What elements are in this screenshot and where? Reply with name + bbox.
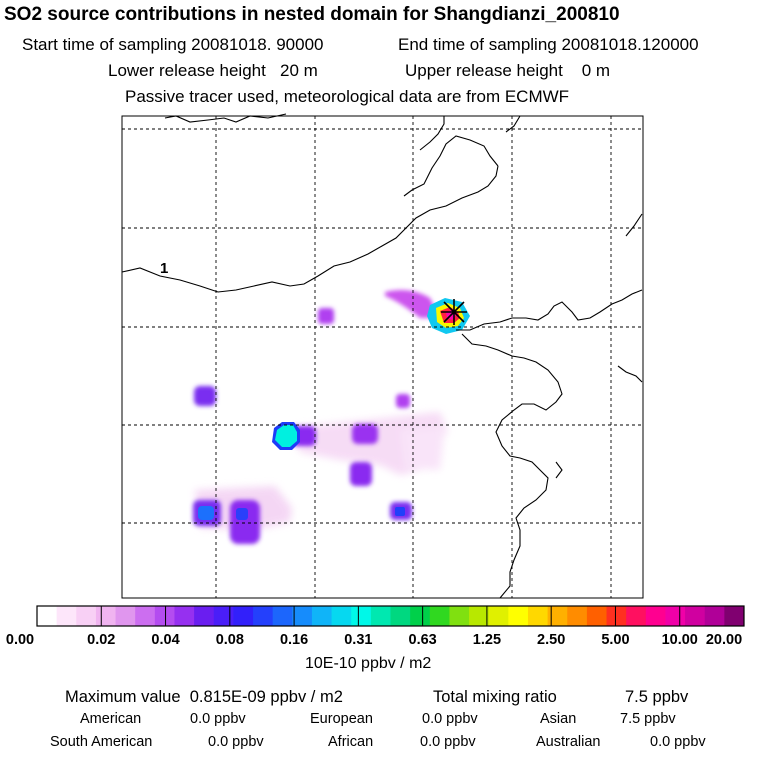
- colorbar-cell: [351, 606, 372, 626]
- colorbar-cell: [331, 606, 352, 626]
- colorbar-tick-label: 1.25: [472, 632, 502, 648]
- colorbar-cell: [213, 606, 234, 626]
- map-grid: [122, 116, 643, 598]
- colorbar-cell: [508, 606, 529, 626]
- colorbar-cell: [194, 606, 215, 626]
- colorbar-cell: [135, 606, 156, 626]
- plume-small-2: [194, 386, 216, 406]
- colorbar-cell: [429, 606, 450, 626]
- plume-small-4: [352, 424, 378, 444]
- colorbar-cell: [469, 606, 490, 626]
- total-mixing-value: 7.5 ppbv: [625, 688, 689, 706]
- plot-title: SO2 source contributions in nested domai…: [4, 4, 620, 25]
- max-value-label: Maximum value 0.815E-09 ppbv / m2: [65, 688, 343, 706]
- colorbar-tick-label: 20.00: [705, 632, 743, 648]
- colorbar-cell: [292, 606, 313, 626]
- region-name-african: African: [328, 734, 374, 750]
- colorbar-cell: [115, 606, 136, 626]
- colorbar-cell: [606, 606, 627, 626]
- colorbar-cell: [311, 606, 333, 626]
- plume-small-1: [318, 308, 334, 324]
- region-value-australian: 0.0 ppbv: [650, 734, 706, 750]
- plume-small-5: [350, 462, 372, 486]
- colorbar-cell: [76, 606, 97, 626]
- colorbar-cell: [488, 606, 509, 626]
- colorbar-cell: [253, 606, 274, 626]
- colorbar-cell: [233, 606, 254, 626]
- plume-cyan-blob: [272, 422, 316, 450]
- colorbar-cell: [174, 606, 195, 626]
- region-value-african: 0.0 ppbv: [420, 734, 476, 750]
- colorbar-cell: [665, 606, 686, 626]
- colorbar-tick-label: 0.08: [215, 632, 244, 648]
- colorbar-tick-label: 0.00: [5, 632, 35, 648]
- colorbar-tick-label: 0.16: [279, 632, 309, 648]
- colorbar-cell: [272, 606, 293, 626]
- colorbar-tick-label: 0.63: [408, 632, 437, 648]
- region-value-american: 0.0 ppbv: [190, 711, 246, 727]
- map-frame: [121, 115, 644, 599]
- colorbar-cell: [154, 606, 175, 626]
- coastline: [121, 113, 643, 599]
- colorbar-unit: 10E-10 ppbv / m2: [305, 655, 432, 672]
- tracer-note: Passive tracer used, meteorological data…: [125, 87, 570, 106]
- start-time-label: Start time of sampling 20081018. 90000: [22, 35, 324, 54]
- colorbar-cell: [56, 606, 77, 626]
- region-value-european: 0.0 ppbv: [422, 711, 478, 727]
- colorbar-tick-label: 10.00: [661, 632, 698, 648]
- region-name-south-american: South American: [50, 734, 153, 750]
- colorbar-cell: [645, 606, 666, 626]
- end-time-label: End time of sampling 20081018.120000: [398, 35, 699, 54]
- colorbar-frame: [36, 605, 745, 627]
- colorbar-tick-label: 2.50: [537, 632, 566, 648]
- colorbar-cell: [685, 606, 706, 626]
- region-name-european: European: [310, 711, 373, 727]
- region-label: 1: [160, 260, 168, 277]
- region-value-south-american: 0.0 ppbv: [208, 734, 264, 750]
- colorbar-cell: [586, 606, 608, 626]
- colorbar-cell: [390, 606, 411, 626]
- colorbar-cell: [626, 606, 647, 626]
- plume-small-3: [396, 394, 410, 408]
- colorbar-cell: [547, 606, 568, 626]
- colorbar-cell: [704, 606, 725, 626]
- colorbar-tick-label: 0.31: [344, 632, 373, 648]
- colorbar-cell: [37, 606, 58, 626]
- colorbar-cell: [95, 606, 117, 626]
- colorbar-tick-label: 5.00: [601, 632, 630, 648]
- lower-release-height-label: Lower release height 20 m: [108, 61, 318, 80]
- region-name-asian: Asian: [540, 711, 577, 727]
- colorbar-tick-label: 0.02: [87, 632, 116, 648]
- colorbar-cell: [410, 606, 431, 626]
- colorbar-cell: [370, 606, 391, 626]
- total-mixing-label: Total mixing ratio: [433, 688, 557, 706]
- colorbar-tick-label: 0.04: [151, 632, 180, 648]
- colorbar-cell: [724, 606, 745, 626]
- receptor-star-marker: [441, 299, 467, 325]
- upper-release-height-label: Upper release height 0 m: [405, 61, 611, 80]
- colorbar-cell: [527, 606, 549, 626]
- plume-south-cluster: [193, 500, 412, 544]
- colorbar-cell: [567, 606, 588, 626]
- region-name-australian: Australian: [536, 734, 601, 750]
- colorbar-cell: [449, 606, 470, 626]
- region-name-american: American: [80, 711, 142, 727]
- region-value-asian: 7.5 ppbv: [620, 711, 676, 727]
